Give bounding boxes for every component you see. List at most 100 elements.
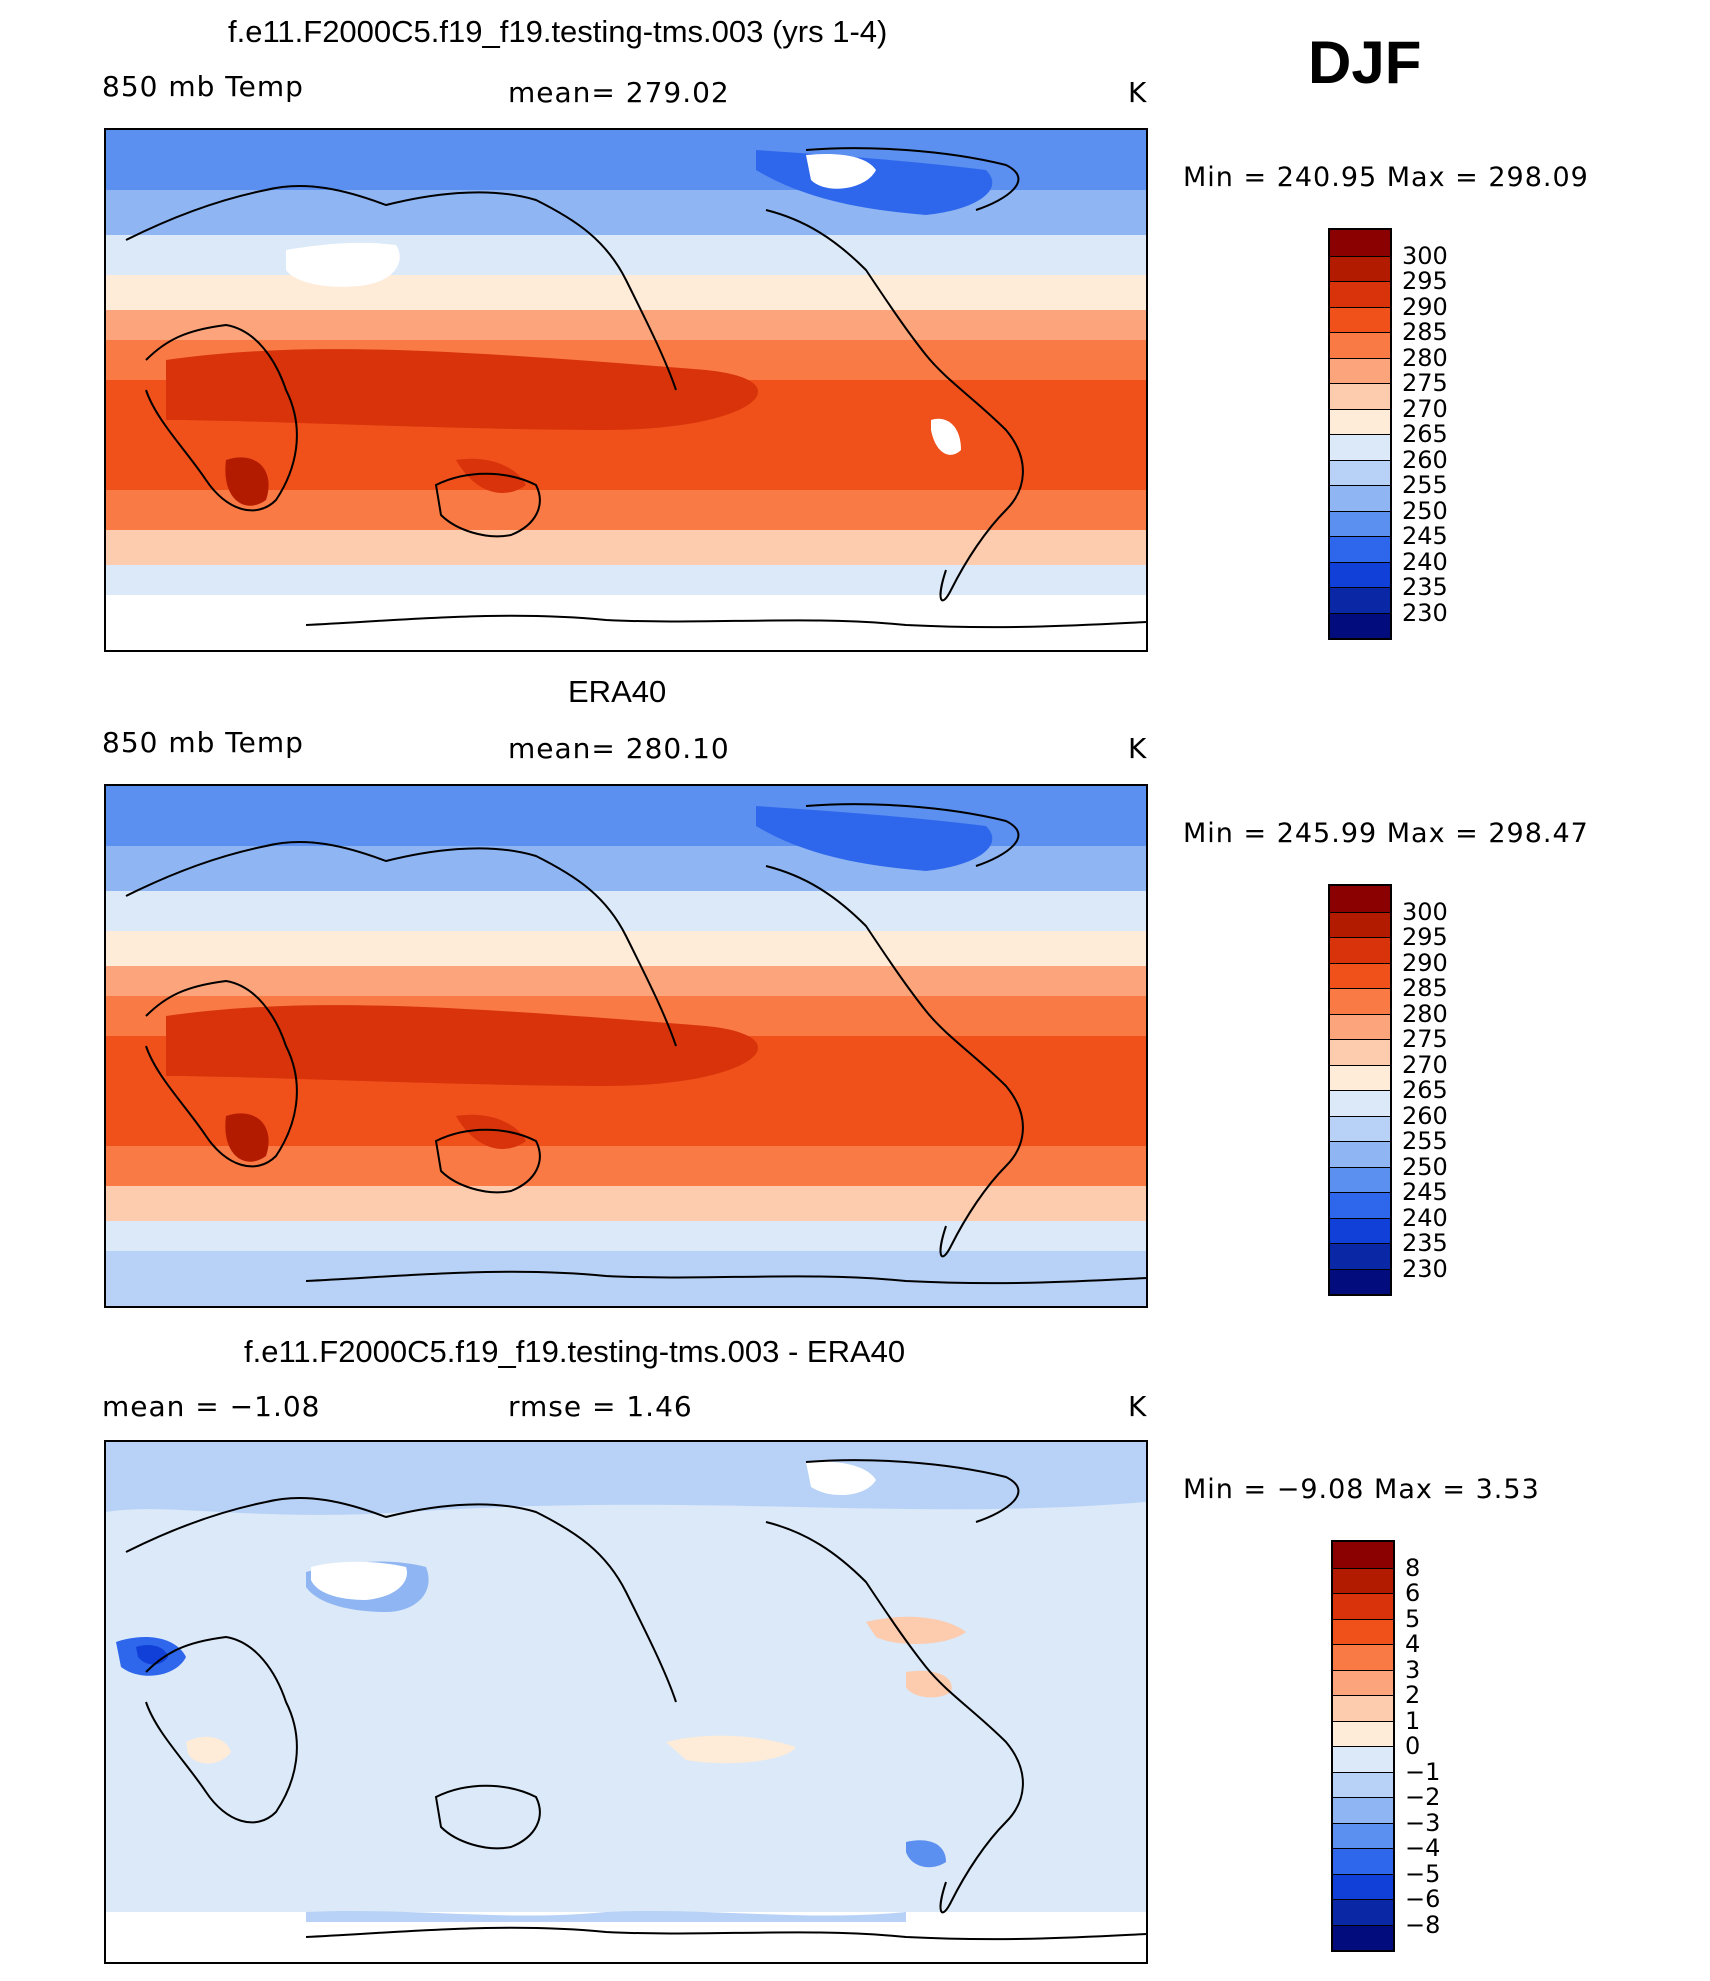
colorbar-tick-label: 4 [1405,1630,1421,1658]
colorbar-tick-label: 290 [1402,948,1448,977]
colorbar-box [1330,230,1390,256]
panel-2-mean: mean= 280.10 [508,732,730,765]
panel-3-mean: mean = −1.08 [102,1390,321,1423]
colorbar-tick-label: −3 [1405,1808,1441,1837]
colorbar-box [1330,1115,1390,1141]
colorbar-tick-label: 300 [1402,241,1448,270]
panel-3-field [106,1442,1146,1962]
colorbar-box [1333,1797,1393,1823]
colorbar-box [1330,485,1390,511]
panel-1-field [106,130,1146,650]
colorbar-tick-label: −6 [1405,1885,1441,1913]
colorbar-tick-label: 265 [1402,420,1448,448]
colorbar-box [1330,408,1390,434]
colorbar-box [1333,1695,1393,1721]
colorbar-tick-label: 290 [1402,292,1448,321]
colorbar-box [1330,886,1390,912]
panel-1-colorbar [1328,228,1392,640]
colorbar-box [1330,911,1390,937]
colorbar-box [1330,988,1390,1014]
colorbar-tick-label: 235 [1402,1229,1448,1257]
colorbar-box [1330,332,1390,358]
colorbar-box [1330,459,1390,485]
colorbar-box [1330,1166,1390,1192]
panel-2-colorbar [1328,884,1392,1296]
colorbar-box [1333,1899,1393,1925]
colorbar-box [1330,1268,1390,1294]
panel-2-field [106,786,1146,1306]
panel-3-units: K [1128,1390,1148,1423]
colorbar-box [1330,1064,1390,1090]
panel-2-minmax: Min = 245.99 Max = 298.47 [1183,818,1589,849]
panel-2-map [104,784,1148,1308]
colorbar-tick-label: 245 [1402,1178,1448,1206]
colorbar-tick-label: 2 [1405,1681,1421,1709]
colorbar-tick-label: 5 [1405,1604,1421,1633]
colorbar-box [1333,1771,1393,1797]
colorbar-box [1333,1644,1393,1670]
colorbar-tick-label: 8 [1405,1553,1421,1582]
colorbar-box [1330,510,1390,536]
colorbar-tick-label: 3 [1405,1655,1421,1684]
colorbar-box [1330,434,1390,460]
colorbar-tick-label: 280 [1402,999,1448,1028]
colorbar-tick-label: 235 [1402,573,1448,601]
colorbar-tick-label: 230 [1402,1254,1448,1283]
colorbar-box [1333,1618,1393,1644]
colorbar-box [1330,536,1390,562]
panel-1-mean: mean= 279.02 [508,76,730,109]
colorbar-box [1330,383,1390,409]
panel-2-units: K [1128,732,1148,765]
panel-3-title: f.e11.F2000C5.f19_f19.testing-tms.003 - … [244,1334,906,1369]
colorbar-tick-label: 0 [1405,1732,1421,1760]
colorbar-box [1330,281,1390,307]
colorbar-box [1330,1243,1390,1269]
colorbar-box [1330,1192,1390,1218]
colorbar-box [1333,1720,1393,1746]
colorbar-box [1330,255,1390,281]
colorbar-box [1333,1848,1393,1874]
colorbar-box [1333,1873,1393,1899]
colorbar-tick-label: 240 [1402,547,1448,576]
panel-1-title: f.e11.F2000C5.f19_f19.testing-tms.003 (y… [228,14,888,49]
colorbar-tick-label: 260 [1402,1101,1448,1130]
colorbar-box [1333,1567,1393,1593]
colorbar-tick-label: 280 [1402,343,1448,372]
colorbar-tick-label: −2 [1405,1783,1441,1811]
colorbar-tick-label: 270 [1402,394,1448,423]
colorbar-tick-label: 260 [1402,445,1448,474]
colorbar-tick-label: 255 [1402,471,1448,499]
colorbar-tick-label: 1 [1405,1706,1421,1735]
colorbar-tick-label: 230 [1402,598,1448,627]
colorbar-tick-label: −1 [1405,1757,1441,1786]
colorbar-box [1333,1593,1393,1619]
colorbar-tick-label: 245 [1402,522,1448,550]
colorbar-tick-label: 250 [1402,1152,1448,1181]
panel-2-title: ERA40 [568,674,667,709]
colorbar-tick-label: 300 [1402,897,1448,926]
panel-1-variable: 850 mb Temp [102,70,304,103]
colorbar-tick-label: 285 [1402,974,1448,1002]
colorbar-tick-label: 295 [1402,267,1448,295]
colorbar-box [1330,1217,1390,1243]
colorbar-tick-label: 295 [1402,923,1448,951]
colorbar-box [1330,937,1390,963]
colorbar-tick-label: 285 [1402,318,1448,346]
colorbar-box [1330,587,1390,613]
colorbar-box [1333,1746,1393,1772]
colorbar-tick-label: −8 [1405,1910,1441,1939]
colorbar-tick-label: −4 [1405,1834,1441,1862]
colorbar-tick-label: 275 [1402,369,1448,397]
colorbar-box [1330,962,1390,988]
colorbar-tick-label: 6 [1405,1579,1421,1607]
colorbar-box [1330,357,1390,383]
colorbar-box [1330,561,1390,587]
panel-3-rmse: rmse = 1.46 [508,1390,693,1423]
colorbar-tick-label: −5 [1405,1859,1441,1888]
panel-1-units: K [1128,76,1148,109]
colorbar-box [1333,1669,1393,1695]
colorbar-box [1330,1039,1390,1065]
colorbar-tick-label: 270 [1402,1050,1448,1079]
panel-3-colorbar [1331,1540,1395,1952]
colorbar-tick-label: 275 [1402,1025,1448,1053]
